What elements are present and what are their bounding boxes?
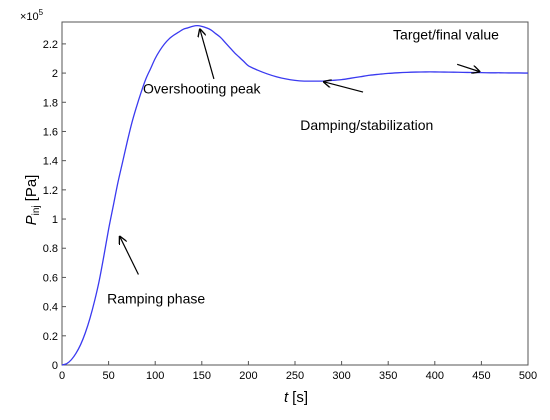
- series-line: [61, 24, 529, 366]
- y-multiplier-exponent: 5: [39, 8, 44, 17]
- annotation-arrow: [324, 82, 364, 93]
- x-tick-label: 400: [426, 370, 444, 382]
- y-tick-label: 0: [52, 360, 58, 372]
- annotations: Overshooting peak Target/final value Dampi…: [107, 27, 499, 307]
- y-tick-label: 1.4: [43, 156, 58, 168]
- x-axis-unit: [s]: [292, 389, 308, 406]
- y-tick-label: 1.2: [43, 185, 58, 197]
- x-tick-label: 200: [239, 370, 257, 382]
- annotation-label: Target/final value: [393, 27, 499, 43]
- x-tick-label: 450: [472, 370, 490, 382]
- y-axis-label: Pinj [Pa]: [23, 175, 42, 226]
- x-axis-label: t [s]: [284, 389, 308, 406]
- y-multiplier-base: ×10: [20, 11, 39, 23]
- y-axis-variable: P: [23, 215, 40, 225]
- y-tick-label: 1.6: [43, 126, 58, 138]
- y-axis-unit: [Pa]: [23, 175, 40, 202]
- x-tick-label: 300: [332, 370, 350, 382]
- x-axis-variable: t: [284, 389, 289, 406]
- y-tick-label: 0.8: [43, 243, 58, 255]
- tick-labels: 0 50 100 150 200 250 300 350 400 450 500 0 0.2 0.4 0.6…: [43, 39, 537, 382]
- y-tick-label: 0.6: [43, 272, 58, 284]
- annotation-arrow: [200, 29, 215, 80]
- x-tick-label: 0: [59, 370, 65, 382]
- annotation-arrow: [120, 237, 139, 275]
- plot-frame: [61, 21, 529, 366]
- annotation-label: Overshooting peak: [143, 81, 262, 97]
- x-tick-label: 250: [286, 370, 304, 382]
- series-layer: [61, 24, 529, 366]
- y-tick-label: 0.4: [43, 302, 58, 314]
- x-tick-label: 150: [193, 370, 211, 382]
- y-tick-label: 0.2: [43, 331, 58, 343]
- y-tick-label: 2.2: [43, 39, 58, 51]
- plot-background: [62, 22, 528, 365]
- x-tick-label: 50: [102, 370, 114, 382]
- y-tick-label: 2: [52, 68, 58, 80]
- y-tick-label: 1: [52, 214, 58, 226]
- x-tick-label: 350: [379, 370, 397, 382]
- y-axis-subscript: inj: [31, 205, 42, 215]
- annotation-arrow: [456, 63, 479, 71]
- annotation-label: Damping/stabilization: [300, 117, 433, 133]
- y-tick-label: 1.8: [43, 97, 58, 109]
- y-axis-multiplier: ×105: [20, 8, 44, 23]
- x-tick-label: 100: [146, 370, 164, 382]
- annotation-label: Ramping phase: [107, 291, 205, 307]
- x-tick-label: 500: [519, 370, 537, 382]
